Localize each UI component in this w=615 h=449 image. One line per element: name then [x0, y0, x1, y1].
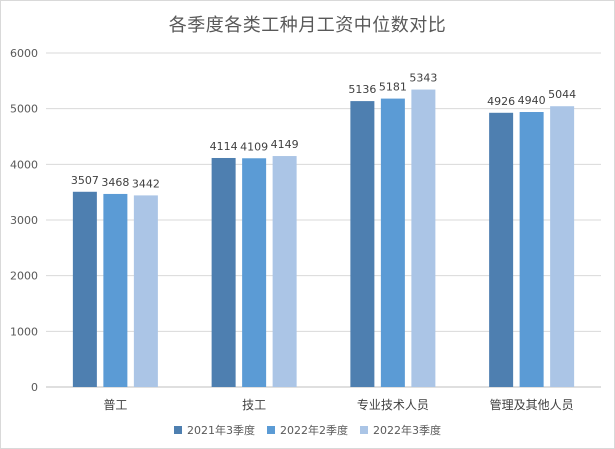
legend-item: 2021年3季度: [174, 422, 255, 438]
bar: [489, 112, 514, 387]
data-label: 4109: [240, 140, 268, 153]
legend-swatch: [360, 426, 368, 434]
data-label: 5136: [348, 83, 376, 96]
x-category-label: 管理及其他人员: [490, 397, 574, 412]
legend-label: 2022年2季度: [280, 424, 348, 437]
y-tick-label: 3000: [10, 214, 38, 227]
y-tick-label: 4000: [10, 158, 38, 171]
bar: [72, 191, 97, 387]
bar: [550, 106, 575, 387]
data-label: 3442: [132, 177, 160, 190]
y-tick-label: 1000: [10, 325, 38, 338]
bar: [411, 89, 436, 387]
bar: [380, 98, 405, 387]
bar: [519, 112, 544, 388]
y-tick-label: 0: [31, 381, 38, 394]
data-label: 4114: [210, 140, 238, 153]
data-label: 4926: [487, 95, 515, 108]
x-category-label: 技工: [242, 398, 266, 412]
y-tick-label: 6000: [10, 47, 38, 60]
bar: [272, 156, 297, 387]
x-category-label: 专业技术人员: [357, 397, 429, 412]
data-label: 5181: [379, 81, 407, 94]
data-label: 4940: [518, 94, 546, 107]
chart-title: 各季度各类工种月工资中位数对比: [168, 15, 447, 36]
bar: [103, 193, 128, 387]
bar: [133, 195, 158, 387]
bar: [211, 157, 236, 387]
x-category-label: 普工: [103, 398, 127, 412]
legend-swatch: [267, 426, 275, 434]
y-tick-label: 2000: [10, 270, 38, 283]
y-tick-label: 5000: [10, 103, 38, 116]
data-label: 4149: [271, 138, 299, 151]
data-label: 3468: [101, 176, 129, 189]
bar: [350, 101, 375, 387]
legend-item: 2022年2季度: [267, 422, 348, 438]
legend-item: 2022年3季度: [360, 422, 441, 438]
bar: [242, 158, 267, 387]
legend-swatch: [174, 426, 182, 434]
legend-label: 2022年3季度: [373, 424, 441, 437]
chart-legend: 2021年3季度 2022年2季度 2022年3季度: [1, 422, 614, 438]
data-label: 3507: [71, 174, 99, 187]
data-label: 5343: [409, 72, 437, 85]
data-label: 5044: [548, 88, 576, 101]
legend-label: 2021年3季度: [187, 424, 255, 437]
